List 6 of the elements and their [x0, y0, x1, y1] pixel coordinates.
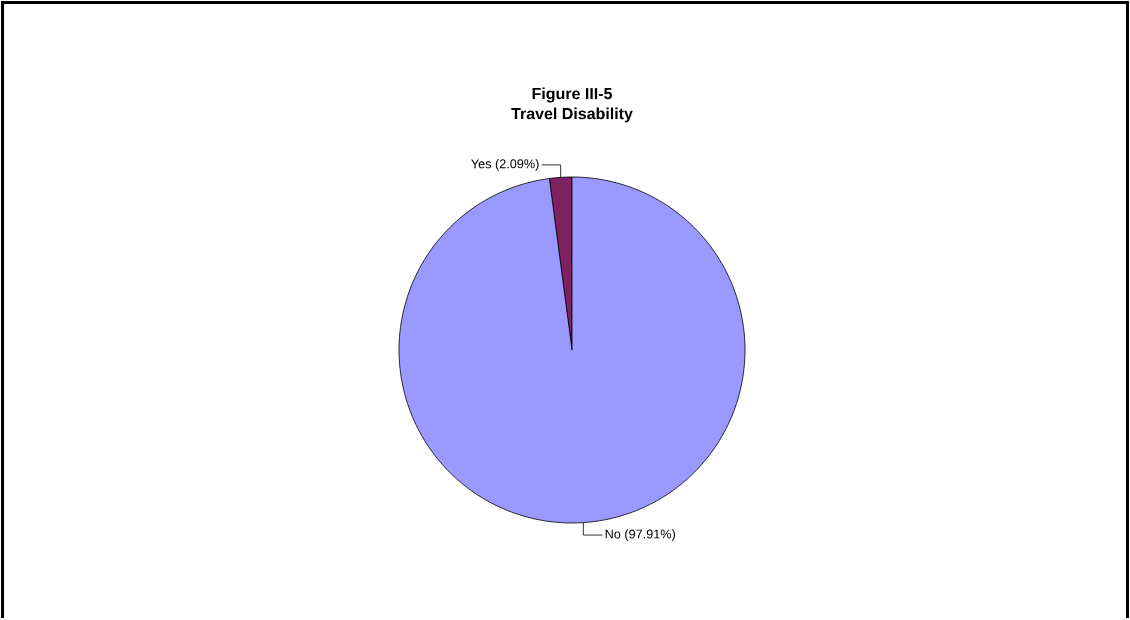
slice-label: No [605, 529, 621, 539]
data-label: (2.09%) [495, 159, 539, 172]
chart-subtitle: Travel Disability [511, 107, 633, 123]
data-label: (97.91%) [625, 529, 675, 542]
chart-title: Figure III-5 [532, 87, 613, 103]
slice-label: Yes [471, 159, 492, 169]
